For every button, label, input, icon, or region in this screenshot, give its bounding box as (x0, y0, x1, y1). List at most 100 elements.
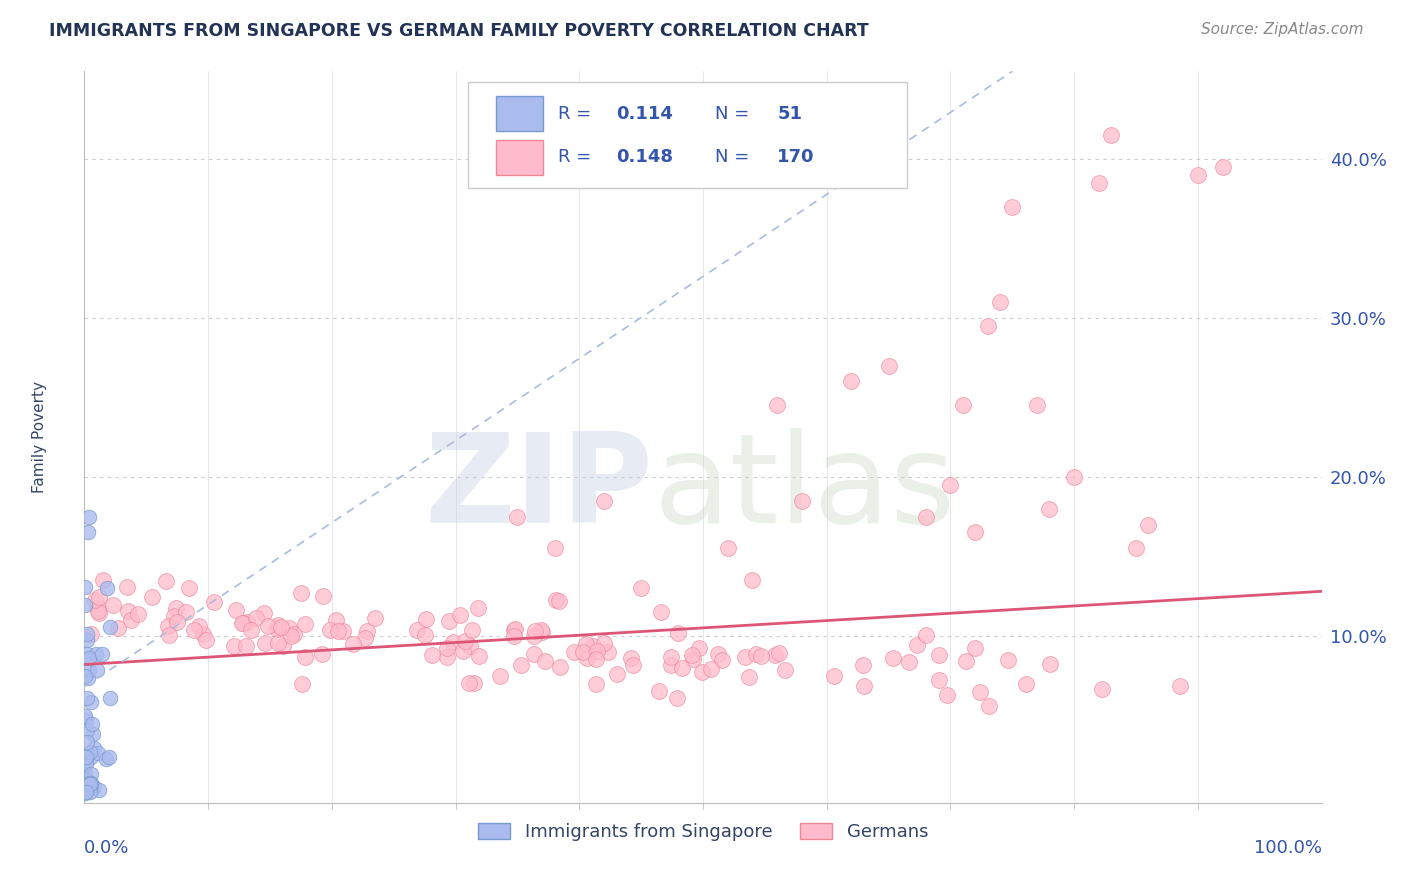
Point (266, 622, 288, 636)
Point (1091, 681, 1114, 696)
Point (252, 607, 274, 621)
Point (562, 645, 585, 659)
Point (700, 662, 723, 676)
Point (841, 375, 863, 389)
Point (582, 639, 605, 653)
Point (405, 623, 427, 637)
Point (254, 635, 277, 649)
Point (183, 623, 205, 637)
Text: Family Poverty: Family Poverty (32, 381, 48, 493)
Point (75, 756, 97, 771)
Point (79, 785, 101, 799)
Point (543, 541, 565, 556)
Point (291, 677, 314, 691)
Point (236, 615, 259, 630)
Point (156, 619, 179, 633)
Point (437, 614, 460, 628)
Point (606, 667, 628, 681)
Point (682, 651, 704, 665)
Point (87, 590, 110, 604)
Point (503, 622, 526, 636)
Text: R =: R = (558, 148, 598, 166)
Point (75, 786, 97, 800)
Point (963, 641, 986, 656)
Point (489, 669, 512, 683)
Point (76, 626, 98, 640)
Point (231, 616, 253, 631)
Point (245, 610, 267, 624)
Point (1063, 470, 1085, 484)
Point (905, 638, 928, 652)
Point (191, 627, 214, 641)
Point (420, 648, 443, 663)
Point (96, 581, 118, 595)
Point (1039, 657, 1062, 671)
Point (690, 665, 713, 680)
Point (503, 624, 526, 638)
Point (661, 658, 683, 673)
Point (79, 651, 101, 665)
Point (76, 633, 98, 648)
Text: Source: ZipAtlas.com: Source: ZipAtlas.com (1201, 22, 1364, 37)
Point (666, 626, 689, 640)
Point (224, 640, 246, 654)
Point (80, 780, 103, 794)
Point (461, 623, 484, 637)
Point (976, 318, 998, 333)
Point (598, 645, 620, 659)
Point (468, 648, 491, 663)
Point (155, 574, 177, 588)
Point (283, 626, 305, 640)
Point (790, 493, 813, 508)
Point (738, 670, 761, 684)
Legend: Immigrants from Singapore, Germans: Immigrants from Singapore, Germans (471, 816, 935, 848)
Point (187, 618, 209, 632)
Point (195, 633, 218, 648)
Point (89, 783, 111, 797)
Point (76, 691, 98, 706)
Point (82, 717, 104, 731)
Point (897, 655, 920, 669)
Point (79, 780, 101, 795)
Point (79, 777, 101, 791)
Point (463, 676, 485, 690)
Point (928, 673, 950, 687)
Point (239, 623, 262, 637)
Point (1187, 168, 1209, 182)
Point (77, 663, 100, 677)
Text: N =: N = (716, 104, 755, 122)
Point (741, 573, 763, 587)
Point (824, 669, 846, 683)
Point (87, 604, 110, 618)
Point (91, 647, 114, 661)
Point (127, 607, 149, 621)
Point (165, 600, 187, 615)
Point (745, 647, 768, 661)
Point (955, 654, 977, 668)
Point (311, 647, 333, 661)
Text: 0.114: 0.114 (616, 104, 673, 122)
Point (76, 647, 98, 661)
Point (141, 590, 163, 604)
Point (1168, 679, 1191, 693)
Point (80, 695, 103, 709)
Point (717, 541, 740, 556)
Point (76, 525, 98, 540)
Point (312, 589, 335, 603)
Point (257, 619, 280, 633)
Point (630, 581, 652, 595)
Point (510, 658, 533, 673)
Point (441, 635, 464, 649)
Text: N =: N = (716, 148, 755, 166)
Point (76, 723, 98, 737)
Point (585, 651, 607, 665)
Point (671, 661, 693, 675)
Point (354, 631, 377, 645)
Point (914, 628, 936, 642)
Point (1088, 176, 1111, 190)
Point (82, 727, 104, 741)
Point (1125, 541, 1147, 556)
Point (523, 647, 546, 661)
Text: 170: 170 (778, 148, 814, 166)
Point (325, 613, 347, 627)
